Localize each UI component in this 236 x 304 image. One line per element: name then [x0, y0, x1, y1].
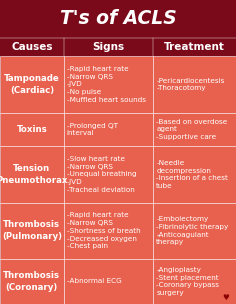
Text: ♥: ♥ [222, 293, 229, 302]
Text: Thrombosis
(Pulmonary): Thrombosis (Pulmonary) [2, 220, 62, 241]
Text: Tension
Pneumothorax: Tension Pneumothorax [0, 164, 67, 185]
Bar [153, 38, 236, 56]
Text: Toxins: Toxins [17, 125, 47, 134]
Bar [153, 112, 236, 146]
Text: -Embolectomy
-Fibrinolytic therapy
-Anticoagulant
therapy: -Embolectomy -Fibrinolytic therapy -Anti… [156, 216, 228, 245]
Text: -Rapid heart rate
-Narrow QRS
-JVD
-No pulse
-Muffled heart sounds: -Rapid heart rate -Narrow QRS -JVD -No p… [67, 66, 146, 103]
Bar [153, 146, 236, 203]
Text: -Based on overdose
agent
-Supportive care: -Based on overdose agent -Supportive car… [156, 119, 228, 140]
Bar [0, 0, 236, 38]
Text: -Slow heart rate
-Narrow QRS
-Unequal breathing
-JVD
-Tracheal deviation: -Slow heart rate -Narrow QRS -Unequal br… [67, 156, 136, 193]
Bar [64, 146, 153, 203]
Bar [0, 112, 64, 146]
Text: -Pericardiocentesis
-Thoracotomy: -Pericardiocentesis -Thoracotomy [156, 78, 225, 91]
Text: -Prolonged QT
interval: -Prolonged QT interval [67, 123, 118, 136]
Text: Causes: Causes [11, 42, 53, 52]
Text: -Angioplasty
-Stent placement
-Coronary bypass
surgery: -Angioplasty -Stent placement -Coronary … [156, 267, 219, 296]
Text: -Abnormal ECG: -Abnormal ECG [67, 278, 121, 285]
Bar [64, 38, 153, 56]
Text: T's of ACLS: T's of ACLS [60, 9, 176, 29]
Bar [0, 38, 64, 56]
Text: Treatment: Treatment [164, 42, 225, 52]
Bar [64, 112, 153, 146]
Bar [0, 259, 64, 304]
Bar [153, 259, 236, 304]
Text: Signs: Signs [93, 42, 125, 52]
Bar [0, 146, 64, 203]
Text: -Rapid heart rate
-Narrow QRS
-Shortness of breath
-Decreased oxygen
-Chest pain: -Rapid heart rate -Narrow QRS -Shortness… [67, 212, 140, 249]
Bar [153, 56, 236, 112]
Text: Thrombosis
(Coronary): Thrombosis (Coronary) [3, 271, 60, 292]
Bar [0, 56, 64, 112]
Bar [64, 259, 153, 304]
Bar [153, 203, 236, 259]
Bar [64, 56, 153, 112]
Text: -Needle
decompression
-Insertion of a chest
tube: -Needle decompression -Insertion of a ch… [156, 160, 228, 189]
Text: Tamponade
(Cardiac): Tamponade (Cardiac) [4, 74, 60, 95]
Bar [0, 203, 64, 259]
Bar [64, 203, 153, 259]
